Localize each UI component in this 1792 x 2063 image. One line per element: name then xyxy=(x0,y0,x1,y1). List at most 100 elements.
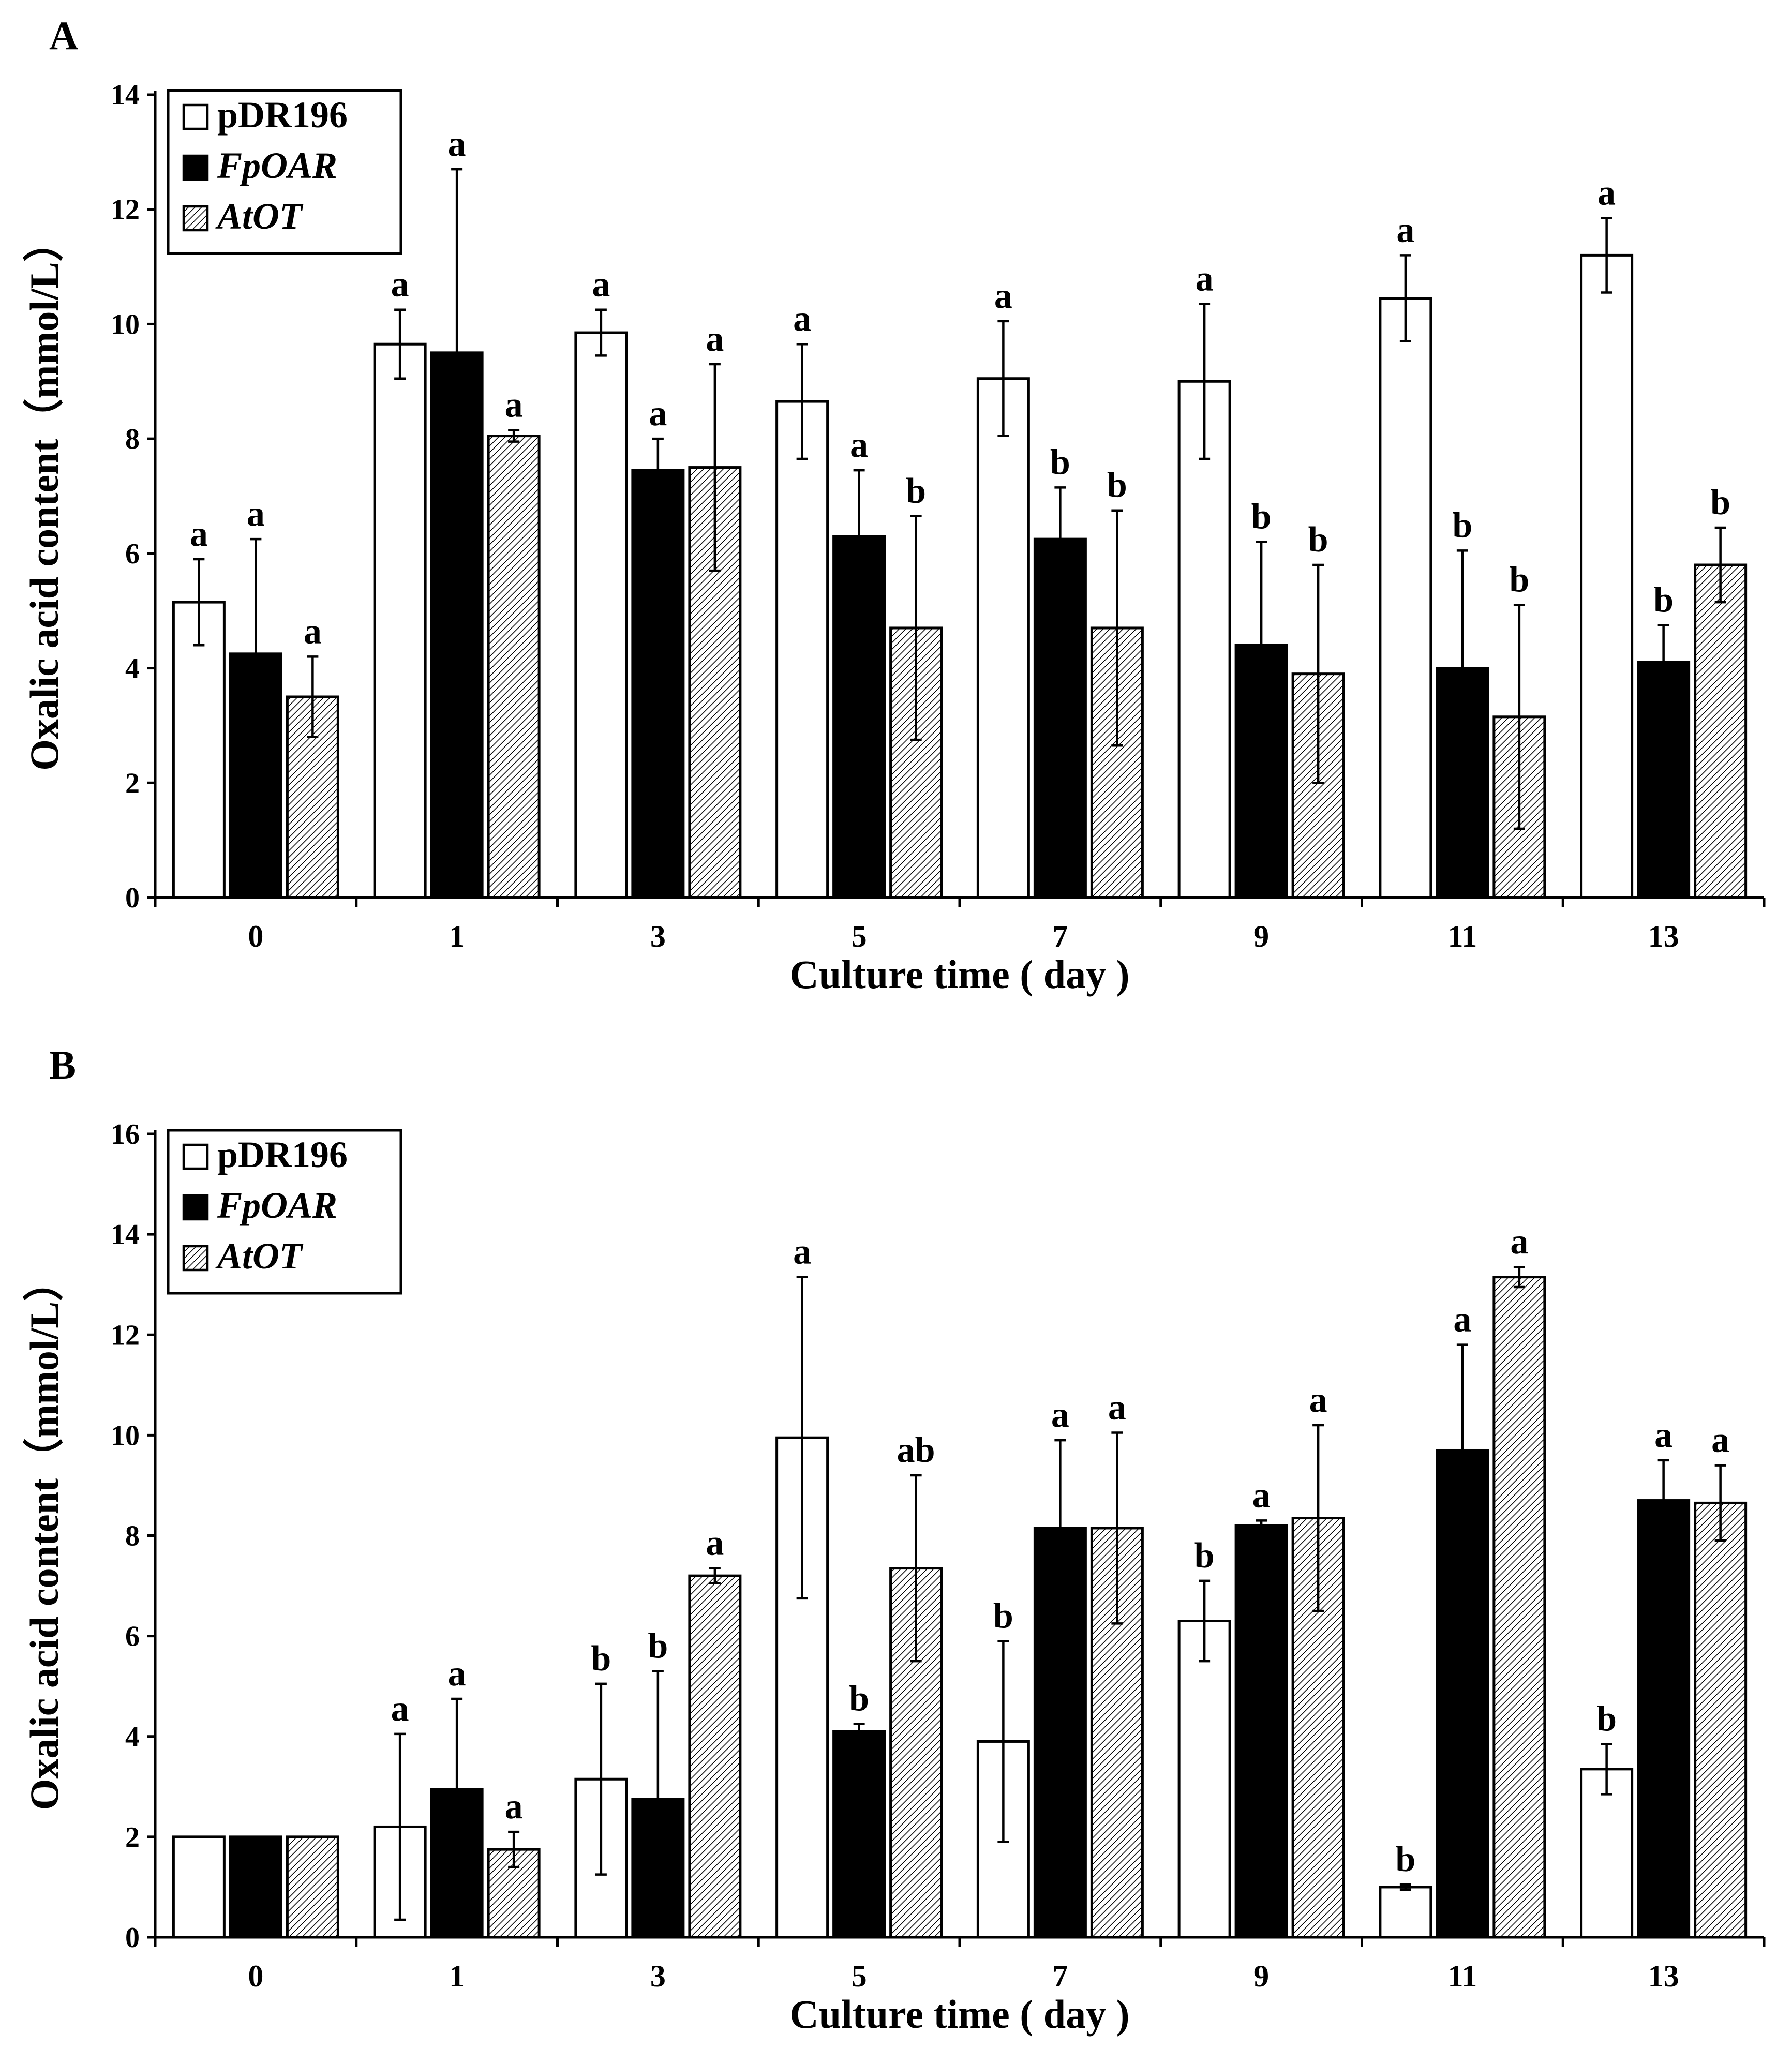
legend-swatch-pDR196 xyxy=(182,103,209,130)
legend-swatch-AtOT xyxy=(182,205,209,232)
significance-label: a xyxy=(505,385,523,425)
significance-label: a xyxy=(1711,1421,1729,1460)
y-tick-label: 14 xyxy=(111,79,140,111)
bar-AtOT-day-13 xyxy=(1694,1501,1748,1939)
x-tick-label: 9 xyxy=(1253,1959,1269,1993)
significance-label: a xyxy=(505,1787,523,1827)
significance-label: a xyxy=(1196,259,1214,299)
x-tick-label: 13 xyxy=(1648,1959,1679,1993)
y-tick-label: 12 xyxy=(111,194,140,226)
significance-label: a xyxy=(1597,173,1616,213)
bar-pDR196-day-13 xyxy=(1580,253,1634,899)
x-tick-label: 7 xyxy=(1052,919,1068,953)
y-tick-label: 6 xyxy=(125,538,140,570)
bar-pDR196-day-5 xyxy=(775,400,829,899)
bar-pDR196-day-0 xyxy=(172,1835,226,1939)
x-tick-label: 9 xyxy=(1253,919,1269,953)
bar-FpOAR-day-13 xyxy=(1637,1499,1691,1939)
significance-label: a xyxy=(793,1232,811,1272)
bar-AtOT-day-1 xyxy=(487,435,541,899)
significance-label: a xyxy=(190,514,208,554)
y-axis-title: Oxalic acid content（mmol/L） xyxy=(22,221,67,771)
y-tick-label: 2 xyxy=(125,767,140,799)
y-tick-label: 8 xyxy=(125,1520,140,1552)
significance-label: b xyxy=(1452,505,1472,545)
x-axis-title: Culture time ( day ) xyxy=(789,952,1129,997)
panel-label: B xyxy=(49,1042,76,1087)
legend-swatch-FpOAR xyxy=(182,1194,209,1221)
y-tick-label: 10 xyxy=(111,308,140,340)
significance-label: a xyxy=(592,265,610,305)
x-tick-label: 5 xyxy=(852,1959,867,1993)
legend-label-FpOAR: FpOAR xyxy=(217,145,337,186)
bar-AtOT-day-11 xyxy=(1492,1276,1546,1939)
significance-label: b xyxy=(648,1626,668,1666)
legend-label-AtOT: AtOT xyxy=(215,1235,304,1277)
significance-label: b xyxy=(1710,483,1730,522)
significance-label: ab xyxy=(897,1430,935,1470)
x-tick-label: 13 xyxy=(1648,919,1679,953)
bar-pDR196-day-0 xyxy=(172,601,226,899)
significance-label: b xyxy=(1194,1536,1215,1576)
significance-label: b xyxy=(1653,580,1674,620)
legend-label-pDR196: pDR196 xyxy=(217,94,348,136)
y-tick-label: 0 xyxy=(125,882,140,914)
y-tick-label: 0 xyxy=(125,1922,140,1954)
significance-label: a xyxy=(391,265,409,305)
bar-pDR196-day-1 xyxy=(373,342,427,899)
x-tick-label: 0 xyxy=(248,919,263,953)
x-axis-title: Culture time ( day ) xyxy=(789,1992,1129,2037)
y-tick-label: 2 xyxy=(125,1821,140,1853)
significance-label: a xyxy=(247,494,265,534)
y-tick-label: 16 xyxy=(111,1118,140,1150)
x-tick-label: 1 xyxy=(449,1959,465,1993)
x-tick-label: 5 xyxy=(852,919,867,953)
significance-label: a xyxy=(448,1654,466,1694)
y-tick-label: 12 xyxy=(111,1319,140,1351)
significance-label: b xyxy=(906,471,926,511)
y-tick-label: 6 xyxy=(125,1621,140,1653)
y-tick-label: 14 xyxy=(111,1219,140,1251)
legend-label-pDR196: pDR196 xyxy=(217,1134,348,1175)
significance-label: a xyxy=(448,124,466,164)
bar-AtOT-day-13 xyxy=(1694,563,1748,899)
bar-pDR196-day-11 xyxy=(1379,1886,1432,1939)
bar-AtOT-day-0 xyxy=(286,1835,339,1939)
significance-label: a xyxy=(1252,1475,1271,1515)
bar-pDR196-day-11 xyxy=(1379,297,1432,899)
bar-pDR196-day-9 xyxy=(1177,1620,1231,1939)
legend-label-AtOT: AtOT xyxy=(215,196,304,237)
y-tick-label: 10 xyxy=(111,1419,140,1452)
y-tick-label: 4 xyxy=(125,1721,140,1753)
bar-FpOAR-day-3 xyxy=(631,469,685,899)
x-tick-label: 11 xyxy=(1448,919,1477,953)
x-tick-label: 11 xyxy=(1448,1959,1477,1993)
x-tick-label: 3 xyxy=(650,919,666,953)
significance-label: a xyxy=(1654,1415,1672,1455)
x-tick-label: 7 xyxy=(1052,1959,1068,1993)
significance-label: b xyxy=(1395,1840,1415,1879)
y-axis-title: Oxalic acid content（mmol/L） xyxy=(22,1261,67,1811)
legend-swatch-AtOT xyxy=(182,1245,209,1272)
bar-FpOAR-day-5 xyxy=(832,1730,886,1939)
significance-label: a xyxy=(1051,1395,1069,1435)
significance-label: a xyxy=(1453,1300,1471,1340)
legend-swatch-FpOAR xyxy=(182,154,209,181)
significance-label: b xyxy=(1596,1699,1617,1739)
y-tick-label: 4 xyxy=(125,653,140,685)
significance-label: b xyxy=(849,1679,869,1718)
legend-label-FpOAR: FpOAR xyxy=(217,1185,337,1226)
significance-label: a xyxy=(1396,210,1414,250)
bar-pDR196-day-7 xyxy=(976,377,1030,899)
bar-FpOAR-day-0 xyxy=(229,1835,282,1939)
bar-FpOAR-day-9 xyxy=(1234,1524,1288,1939)
bar-pDR196-day-3 xyxy=(574,331,628,899)
significance-label: b xyxy=(993,1596,1013,1636)
x-tick-label: 0 xyxy=(248,1959,263,1993)
x-tick-label: 1 xyxy=(449,919,465,953)
bar-FpOAR-day-7 xyxy=(1033,537,1087,899)
significance-label: a xyxy=(850,425,868,465)
bar-AtOT-day-5 xyxy=(889,1567,943,1939)
significance-label: b xyxy=(1509,560,1529,600)
